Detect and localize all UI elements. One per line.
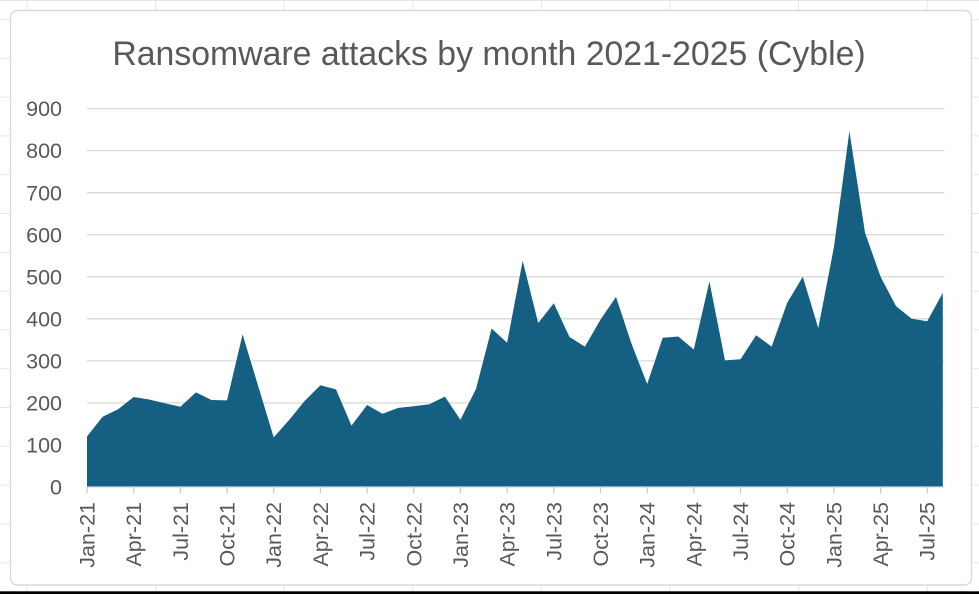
svg-text:Oct-23: Oct-23 — [589, 502, 613, 567]
svg-text:200: 200 — [26, 392, 62, 416]
svg-text:Apr-21: Apr-21 — [122, 502, 146, 567]
svg-text:Jul-25: Jul-25 — [916, 502, 940, 561]
svg-text:100: 100 — [26, 434, 62, 458]
svg-text:Apr-23: Apr-23 — [496, 502, 520, 567]
svg-text:Oct-24: Oct-24 — [776, 502, 800, 567]
svg-text:Apr-25: Apr-25 — [869, 502, 893, 567]
svg-text:0: 0 — [50, 476, 62, 500]
svg-text:400: 400 — [26, 307, 62, 331]
svg-text:Jul-23: Jul-23 — [542, 502, 566, 561]
svg-text:Jan-21: Jan-21 — [76, 502, 100, 568]
svg-text:900: 900 — [26, 97, 62, 121]
svg-text:Apr-24: Apr-24 — [682, 502, 706, 567]
svg-text:Jul-21: Jul-21 — [169, 502, 193, 561]
svg-text:700: 700 — [26, 181, 62, 205]
svg-text:Ransomware attacks by month 20: Ransomware attacks by month 2021-2025 (C… — [112, 35, 865, 73]
svg-text:Oct-22: Oct-22 — [402, 502, 426, 567]
svg-text:Apr-22: Apr-22 — [309, 502, 333, 567]
svg-text:Jul-22: Jul-22 — [356, 502, 380, 561]
svg-text:Jan-22: Jan-22 — [262, 502, 286, 568]
svg-text:Jul-24: Jul-24 — [729, 502, 753, 561]
svg-text:Jan-24: Jan-24 — [636, 502, 660, 568]
svg-text:600: 600 — [26, 223, 62, 247]
svg-text:Oct-21: Oct-21 — [216, 502, 240, 567]
svg-text:Jan-25: Jan-25 — [822, 502, 846, 568]
svg-text:800: 800 — [26, 139, 62, 163]
svg-text:300: 300 — [26, 350, 62, 374]
svg-text:Jan-23: Jan-23 — [449, 502, 473, 568]
svg-text:500: 500 — [26, 265, 62, 289]
